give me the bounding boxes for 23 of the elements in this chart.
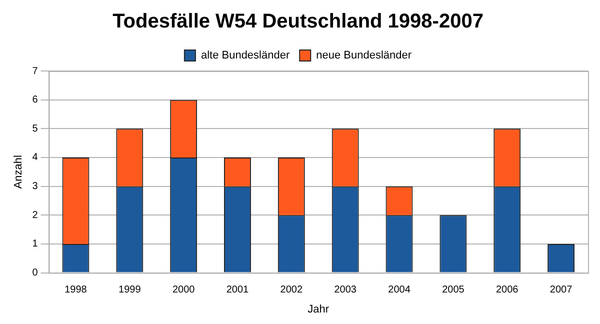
y-tick-label: 2 — [32, 210, 38, 221]
x-tick-label: 2004 — [388, 284, 411, 296]
y-axis-title: Anzahl — [12, 155, 25, 189]
x-tick-label: 1999 — [118, 284, 142, 296]
x-tick-label: 2007 — [550, 284, 573, 296]
x-tick-label: 2000 — [172, 284, 196, 296]
x-tick-label: 1998 — [64, 284, 88, 296]
y-tick-label: 7 — [32, 66, 38, 77]
chart-title: Todesfälle W54 Deutschland 1998-2007 — [112, 10, 484, 33]
x-axis-title: Jahr — [308, 303, 330, 316]
y-tick-label: 4 — [32, 152, 38, 164]
legend-label: alte Bundesländer — [200, 50, 290, 62]
y-tick-label: 0 — [32, 268, 38, 279]
y-tick-label: 5 — [32, 123, 38, 134]
y-tick-label: 6 — [32, 94, 38, 106]
y-tick-label: 3 — [32, 181, 38, 192]
x-tick-label: 2001 — [226, 284, 250, 296]
legend-label: neue Bundesländer — [316, 50, 412, 62]
x-tick-label: 2003 — [334, 284, 357, 296]
x-tick-label: 2002 — [280, 284, 303, 296]
y-tick-label: 1 — [32, 238, 38, 250]
x-tick-label: 2005 — [442, 284, 465, 296]
x-tick-label: 2006 — [496, 284, 519, 296]
